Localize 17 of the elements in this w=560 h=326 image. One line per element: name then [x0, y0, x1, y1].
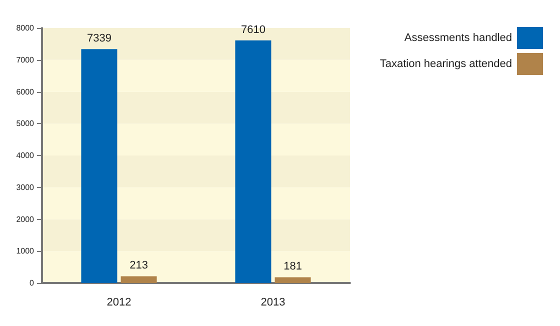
data-label: 213: [130, 260, 148, 272]
y-tick-label: 2000: [16, 214, 35, 224]
x-tick-label: 2013: [260, 296, 286, 308]
y-tick-label: 4000: [16, 151, 35, 160]
legend-label: Taxation hearings attended: [380, 58, 512, 70]
data-label: 7610: [240, 24, 266, 36]
y-tick-label: 1000: [16, 246, 35, 256]
y-tick-label: 0: [30, 278, 35, 288]
y-tick-label: 8000: [16, 24, 35, 32]
y-tick-label: 3000: [16, 182, 35, 192]
x-tick-label: 2012: [106, 296, 132, 308]
y-tick-label: 7000: [16, 55, 35, 64]
data-label: 7339: [86, 32, 112, 45]
data-label: 181: [284, 260, 302, 273]
y-tick-label: 5000: [16, 119, 35, 128]
legend-label: Assessments handled: [404, 32, 512, 44]
y-tick-label: 6000: [16, 87, 35, 96]
